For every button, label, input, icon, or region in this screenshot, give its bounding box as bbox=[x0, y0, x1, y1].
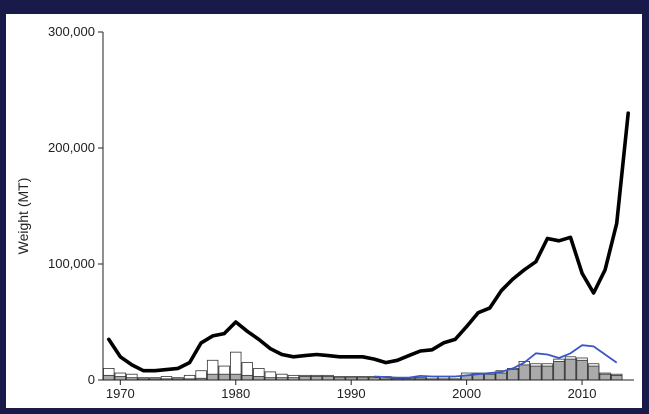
y-axis-title: Weight (MT) bbox=[15, 178, 31, 255]
y-tick-label: 100,000 bbox=[48, 256, 95, 271]
gray-bar bbox=[610, 374, 623, 381]
line-series bbox=[107, 111, 630, 379]
gray-bar bbox=[230, 373, 242, 381]
y-tick-label: 300,000 bbox=[48, 24, 95, 39]
y-tick-label: 0 bbox=[88, 372, 95, 387]
blue-series-line bbox=[374, 344, 618, 379]
gray-bar bbox=[530, 365, 542, 381]
gray-bar bbox=[114, 376, 127, 381]
gray-bar bbox=[553, 361, 565, 381]
gray-bar bbox=[576, 359, 588, 381]
gray-bar bbox=[507, 369, 519, 381]
gray-bar bbox=[206, 373, 219, 381]
gray-bar bbox=[103, 374, 115, 381]
x-tick-label: 1980 bbox=[221, 386, 250, 401]
gray-bar bbox=[241, 374, 254, 381]
gray-bar bbox=[518, 364, 531, 381]
gray-bar bbox=[310, 376, 323, 381]
gray-bar bbox=[483, 373, 496, 381]
chart-panel: 0 100,000 200,000 300,000 1970 1980 1990 2000 2… bbox=[6, 14, 642, 408]
gray-bar bbox=[253, 376, 265, 381]
gray-bar bbox=[564, 358, 577, 381]
gray-bar bbox=[495, 372, 507, 381]
x-tick-label: 1970 bbox=[106, 386, 135, 401]
x-tick-label: 2000 bbox=[452, 386, 481, 401]
y-tick-label: 200,000 bbox=[48, 140, 95, 155]
gray-bar bbox=[587, 365, 600, 381]
gray-bar bbox=[599, 373, 611, 381]
weight-chart: 0 100,000 200,000 300,000 1970 1980 1990 2000 2… bbox=[15, 24, 634, 401]
gray-bar bbox=[541, 365, 554, 381]
y-axis-ticks: 0 100,000 200,000 300,000 bbox=[48, 24, 103, 387]
x-axis-ticks: 1970 1980 1990 2000 2010 bbox=[106, 380, 597, 401]
gray-bar bbox=[218, 373, 230, 381]
x-tick-label: 2010 bbox=[568, 386, 597, 401]
gray-bar bbox=[299, 376, 311, 381]
gray-bar bbox=[322, 376, 334, 381]
x-tick-label: 1990 bbox=[337, 386, 366, 401]
black-series-line bbox=[107, 111, 630, 373]
